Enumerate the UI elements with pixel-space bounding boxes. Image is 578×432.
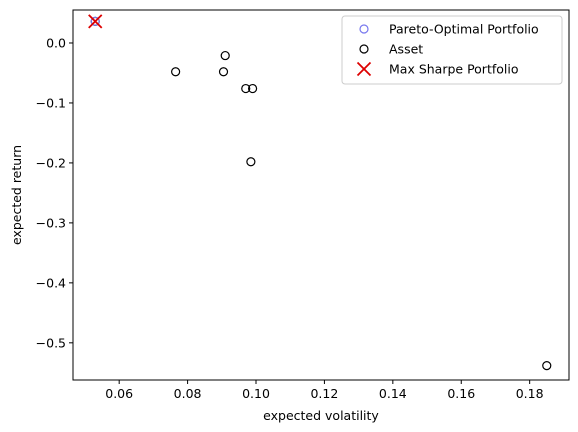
y-tick-label: −0.1 <box>36 95 66 110</box>
asset-point <box>241 83 251 94</box>
x-axis-label: expected volatility <box>263 408 379 423</box>
y-tick-label: −0.3 <box>36 215 66 230</box>
x-tick-label: 0.12 <box>310 386 338 401</box>
asset-point <box>218 67 229 77</box>
legend-marker-pareto-optimal-portfolio <box>359 24 369 34</box>
points-layer <box>88 14 552 371</box>
x-tick-label: 0.14 <box>379 386 407 401</box>
y-axis-label: expected return <box>9 145 24 245</box>
x-tick-label: 0.06 <box>105 386 133 401</box>
y-axis-ticks: 0.0 −0.1 −0.2 −0.3 −0.4 −0.5 <box>36 35 73 350</box>
pareto-optimal-portfolio-point <box>90 16 100 26</box>
legend-label-pareto-optimal-portfolio: Pareto-Optimal Portfolio <box>389 22 539 37</box>
asset-point <box>247 83 258 94</box>
x-tick-label: 0.08 <box>174 386 202 401</box>
asset-point <box>220 50 230 61</box>
y-tick-label: −0.4 <box>36 275 66 290</box>
x-tick-label: 0.18 <box>516 386 544 401</box>
x-axis-ticks: 0.06 0.08 0.10 0.12 0.14 0.16 0.18 <box>105 380 544 401</box>
y-tick-label: 0.0 <box>46 35 66 50</box>
legend-marker-asset <box>359 44 369 54</box>
asset-point <box>171 67 181 77</box>
legend-marker-max-sharpe-portfolio <box>356 61 372 77</box>
legend-label-max-sharpe-portfolio: Max Sharpe Portfolio <box>389 62 519 77</box>
y-tick-label: −0.2 <box>36 155 66 170</box>
legend-label-asset: Asset <box>389 42 423 57</box>
plot-frame <box>72 9 570 381</box>
x-tick-label: 0.16 <box>447 386 475 401</box>
max-sharpe-portfolio-point <box>88 14 103 29</box>
legend-box <box>341 15 563 85</box>
legend: Pareto-Optimal Portfolio Asset Max Sharpe … <box>341 15 563 85</box>
asset-point <box>246 157 256 167</box>
x-tick-label: 0.10 <box>242 386 270 401</box>
y-tick-label: −0.5 <box>36 335 66 350</box>
asset-point <box>542 361 552 371</box>
